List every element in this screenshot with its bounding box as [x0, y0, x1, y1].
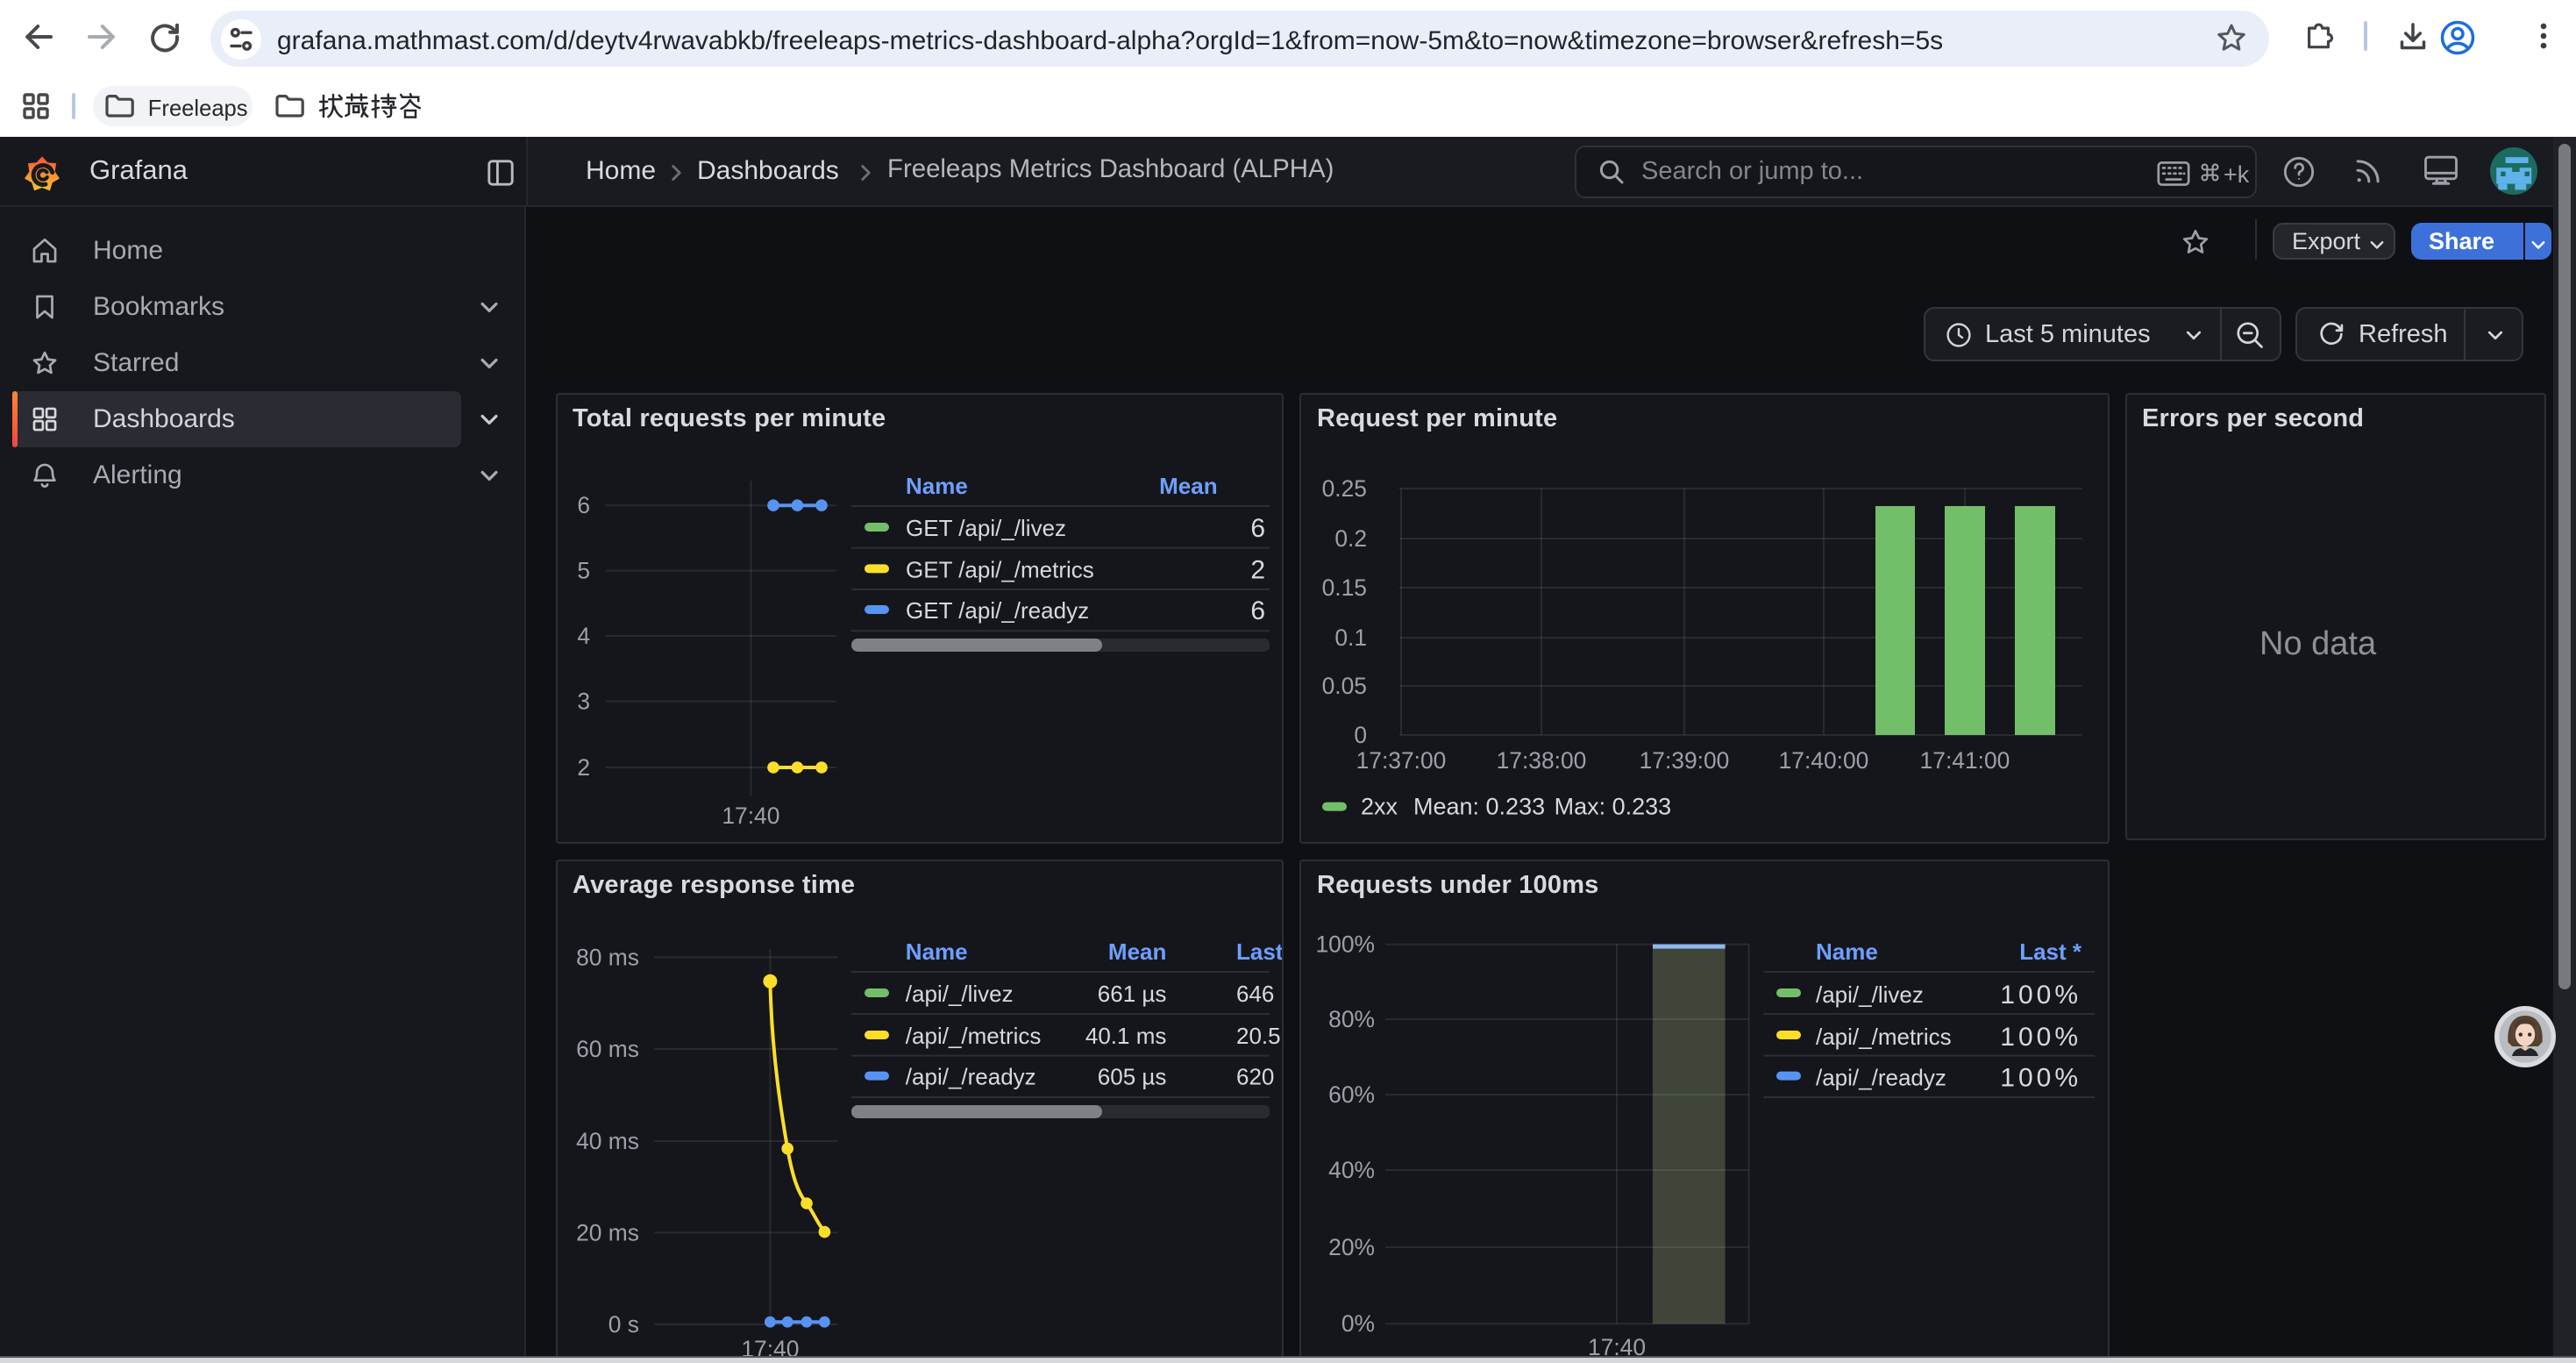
- svg-text:100%: 100%: [2000, 1064, 2081, 1093]
- svg-text:2: 2: [576, 753, 589, 780]
- svg-text:Name: Name: [1816, 938, 1878, 965]
- svg-text:Mean: 0.233: Mean: 0.233: [1413, 793, 1545, 819]
- svg-text:GET /api/_/readyz: GET /api/_/readyz: [905, 596, 1088, 623]
- svg-text:0%: 0%: [1341, 1310, 1375, 1337]
- svg-text:GET /api/_/livez: GET /api/_/livez: [905, 514, 1065, 540]
- svg-text:0.1: 0.1: [1334, 624, 1367, 650]
- svg-text:661 µs: 661 µs: [1097, 981, 1166, 1007]
- svg-text:/api/_/livez: /api/_/livez: [1816, 981, 1924, 1008]
- svg-text:Mean: Mean: [1107, 938, 1165, 965]
- svg-text:40%: 40%: [1328, 1157, 1375, 1183]
- svg-text:0 s: 0 s: [608, 1311, 638, 1338]
- svg-text:40 ms: 40 ms: [575, 1128, 638, 1154]
- svg-text:Last *: Last *: [2019, 938, 2082, 965]
- svg-text:/api/_/metrics: /api/_/metrics: [1816, 1024, 1952, 1050]
- svg-text:4: 4: [576, 622, 589, 648]
- svg-text:0: 0: [1354, 721, 1367, 747]
- svg-text:20 ms: 20 ms: [575, 1219, 638, 1245]
- svg-text:17:37:00: 17:37:00: [1356, 746, 1447, 773]
- svg-text:17:40:00: 17:40:00: [1779, 746, 1869, 773]
- svg-text:5: 5: [576, 557, 589, 583]
- svg-text:3: 3: [576, 688, 589, 714]
- svg-text:17:38:00: 17:38:00: [1497, 746, 1587, 773]
- svg-text:6: 6: [576, 491, 589, 517]
- svg-text:Max: 0.233: Max: 0.233: [1555, 793, 1672, 819]
- svg-text:80%: 80%: [1328, 1006, 1375, 1032]
- svg-text:Mean: Mean: [1158, 472, 1216, 498]
- svg-text:20%: 20%: [1328, 1234, 1375, 1260]
- svg-text:40.1 ms: 40.1 ms: [1085, 1023, 1166, 1049]
- svg-text:/api/_/metrics: /api/_/metrics: [905, 1023, 1041, 1049]
- svg-text:/api/_/readyz: /api/_/readyz: [905, 1064, 1035, 1090]
- svg-text:/api/_/livez: /api/_/livez: [905, 981, 1013, 1007]
- svg-text:100%: 100%: [2000, 981, 2081, 1010]
- svg-text:2: 2: [1249, 554, 1264, 583]
- svg-text:646: 646: [1235, 981, 1273, 1007]
- svg-text:17:40: 17:40: [721, 802, 779, 828]
- svg-text:Last *: Last *: [1235, 938, 1281, 965]
- svg-text:60 ms: 60 ms: [575, 1036, 638, 1062]
- svg-text:17:41:00: 17:41:00: [1920, 746, 2010, 773]
- svg-text:2xx: 2xx: [1361, 793, 1398, 819]
- svg-text:100%: 100%: [2000, 1023, 2081, 1052]
- svg-text:6: 6: [1249, 513, 1264, 542]
- svg-text:80 ms: 80 ms: [575, 944, 638, 970]
- svg-text:Name: Name: [905, 938, 967, 965]
- svg-text:GET /api/_/metrics: GET /api/_/metrics: [905, 555, 1093, 582]
- svg-text:17:39:00: 17:39:00: [1640, 746, 1730, 773]
- svg-text:6: 6: [1249, 596, 1264, 624]
- svg-text:0.15: 0.15: [1322, 574, 1367, 600]
- svg-text:/api/_/readyz: /api/_/readyz: [1816, 1065, 1946, 1091]
- svg-text:60%: 60%: [1328, 1081, 1375, 1108]
- svg-text:0.05: 0.05: [1322, 672, 1367, 698]
- svg-text:0.2: 0.2: [1334, 525, 1367, 551]
- svg-text:20.5 r: 20.5 r: [1235, 1023, 1281, 1049]
- svg-text:605 µs: 605 µs: [1097, 1064, 1166, 1090]
- svg-text:0.25: 0.25: [1322, 475, 1367, 501]
- svg-text:620: 620: [1235, 1064, 1273, 1090]
- svg-text:Name: Name: [905, 472, 967, 498]
- svg-text:100%: 100%: [1316, 931, 1376, 958]
